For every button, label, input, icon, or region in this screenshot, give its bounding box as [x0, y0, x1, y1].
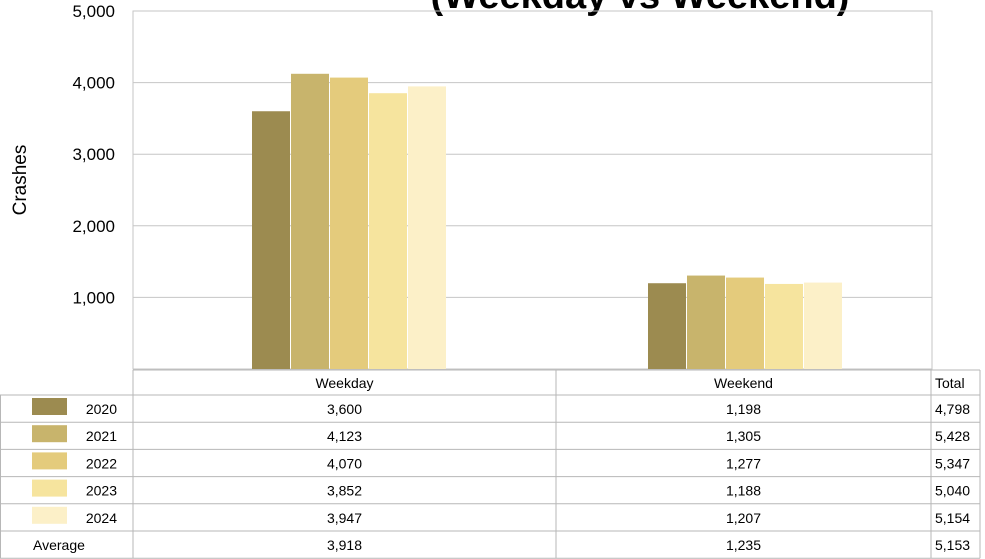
y-tick-label: 1,000	[72, 288, 115, 307]
legend-swatch-2020	[32, 398, 67, 415]
bar-2022-weekend	[726, 277, 764, 369]
bar-2023-weekend	[765, 283, 803, 369]
legend-swatch-2024	[32, 506, 67, 524]
table-cell-total: 4,798	[935, 401, 970, 417]
table-cell-total: 5,040	[935, 483, 970, 499]
bar-2020-weekday	[252, 111, 290, 370]
legend-label: 2021	[86, 428, 117, 444]
table-cell: 3,918	[327, 537, 362, 553]
table-cell-total: 5,154	[935, 510, 970, 526]
plot-area-border	[132, 10, 933, 370]
table-header-total: Total	[935, 375, 965, 391]
legend-label: 2024	[86, 510, 117, 526]
bar-2024-weekday	[408, 86, 446, 369]
table-header-weekday: Weekday	[315, 375, 373, 391]
average-row-label: Average	[33, 537, 85, 553]
table-cell: 3,600	[327, 401, 362, 417]
table-cell: 3,852	[327, 483, 362, 499]
legend-swatch-2023	[32, 479, 67, 497]
chart-title: (Weekday vs Weekend)	[431, 0, 850, 17]
bar-2021-weekday	[291, 73, 329, 369]
table-cell-total: 5,153	[935, 537, 970, 553]
table-cell: 1,305	[726, 428, 761, 444]
table-cell: 3,947	[327, 510, 362, 526]
y-tick-label: 3,000	[72, 145, 115, 164]
table-cell: 1,188	[726, 483, 761, 499]
table-cell: 1,207	[726, 510, 761, 526]
legend-label: 2023	[86, 483, 117, 499]
table-cell-total: 5,428	[935, 428, 970, 444]
bar-2023-weekday	[369, 93, 407, 369]
y-tick-label: 2,000	[72, 217, 115, 236]
y-axis-title: Crashes	[10, 145, 31, 216]
y-tick-label: 4,000	[72, 74, 115, 93]
bar-2022-weekday	[330, 77, 368, 369]
legend-label: 2020	[86, 401, 117, 417]
bar-2024-weekend	[804, 282, 842, 369]
table-cell: 1,198	[726, 401, 761, 417]
legend-swatch-2022	[32, 452, 67, 470]
bar-2020-weekend	[648, 283, 686, 369]
table-cell: 4,123	[327, 428, 362, 444]
legend-swatch-2021	[32, 425, 67, 443]
bar-2021-weekend	[687, 275, 725, 369]
y-tick-label: 5,000	[72, 2, 115, 21]
table-header-weekend: Weekend	[714, 375, 773, 391]
table-cell-total: 5,347	[935, 455, 970, 471]
table-cell: 1,277	[726, 455, 761, 471]
table-cell: 1,235	[726, 537, 761, 553]
legend-label: 2022	[86, 455, 117, 471]
table-cell: 4,070	[327, 455, 362, 471]
